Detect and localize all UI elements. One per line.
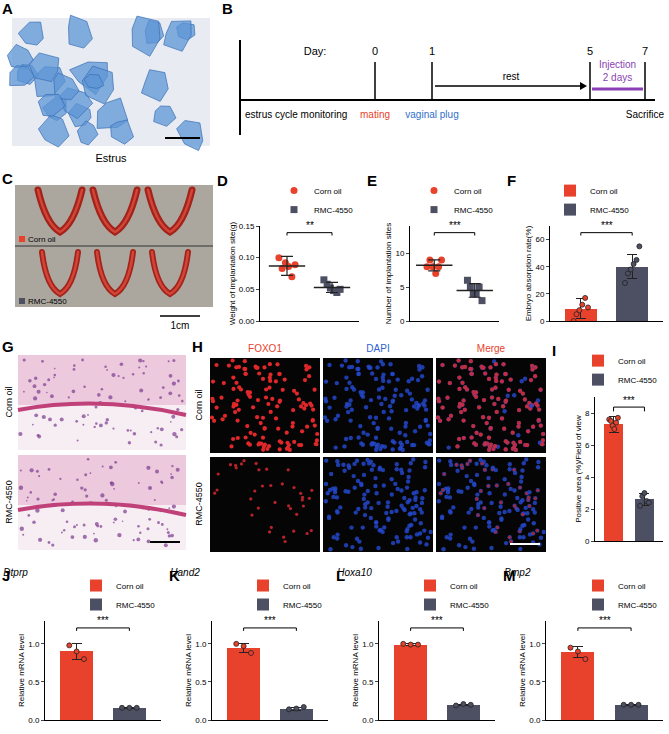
svg-text:Estrus: Estrus [95,152,127,164]
svg-text:0: 0 [585,537,590,546]
svg-text:0.10: 0.10 [239,253,255,262]
svg-text:RMC-4550: RMC-4550 [590,206,629,215]
svg-text:RMC-4550: RMC-4550 [618,376,657,385]
svg-text:Relative mRNA level: Relative mRNA level [351,634,360,707]
svg-text:6: 6 [585,441,590,450]
svg-text:0: 0 [372,45,378,57]
svg-text:***: *** [601,220,613,231]
svg-text:5: 5 [587,45,593,57]
svg-text:Weight of implantation site(g): Weight of implantation site(g) [228,221,237,325]
svg-text:***: *** [431,615,443,626]
svg-text:RMC-4550: RMC-4550 [454,206,493,215]
svg-text:Corn oil: Corn oil [590,187,618,196]
svg-text:0.05: 0.05 [239,285,255,294]
svg-text:DAPI: DAPI [366,343,389,354]
svg-text:RMC-4550: RMC-4550 [283,601,322,610]
svg-text:***: *** [449,220,461,231]
svg-text:FOXO1: FOXO1 [248,343,282,354]
svg-text:2 days: 2 days [603,72,632,83]
svg-text:Relative mRNA level: Relative mRNA level [17,634,26,707]
svg-text:***: *** [97,615,109,626]
svg-text:estrus cycle monitoring: estrus cycle monitoring [245,109,347,120]
svg-text:0.15: 0.15 [239,222,255,231]
svg-text:0.0: 0.0 [529,716,541,725]
svg-text:***: *** [623,395,635,406]
svg-text:Corn oil: Corn oil [450,582,478,591]
svg-text:0.0: 0.0 [195,716,207,725]
svg-text:Corn oil: Corn oil [454,187,482,196]
svg-text:1: 1 [429,45,435,57]
svg-text:Day:: Day: [304,45,327,57]
svg-text:0.00: 0.00 [239,317,255,326]
svg-text:4: 4 [585,473,590,482]
svg-text:1cm: 1cm [171,320,190,331]
svg-text:0.0: 0.0 [28,716,40,725]
svg-text:8: 8 [585,409,590,418]
svg-text:5: 5 [400,283,405,292]
svg-text:1.0: 1.0 [362,640,374,649]
svg-text:Corn oil: Corn oil [4,386,14,417]
svg-text:Relative mRNA level: Relative mRNA level [184,634,193,707]
svg-text:Sacrifice: Sacrifice [626,109,665,120]
svg-text:**: ** [306,220,314,231]
svg-text:0: 0 [540,317,545,326]
svg-text:Injection: Injection [599,59,636,70]
svg-text:7: 7 [642,45,648,57]
svg-text:Corn oil: Corn oil [314,187,342,196]
svg-text:0.5: 0.5 [362,678,374,687]
svg-text:***: *** [264,615,276,626]
svg-text:0: 0 [400,317,405,326]
svg-text:10: 10 [395,249,404,258]
svg-text:2: 2 [585,505,590,514]
svg-text:mating: mating [360,109,390,120]
svg-text:RMC-4550: RMC-4550 [194,482,204,526]
svg-text:Corn oil: Corn oil [618,357,646,366]
svg-text:RMC-4550: RMC-4550 [618,601,657,610]
svg-text:RMC-4550: RMC-4550 [28,297,67,306]
svg-text:Corn oil: Corn oil [194,389,204,420]
svg-text:Merge: Merge [477,343,506,354]
svg-text:Corn oil: Corn oil [116,582,144,591]
svg-text:0.5: 0.5 [28,678,40,687]
svg-text:RMC-4550: RMC-4550 [450,601,489,610]
svg-text:60: 60 [535,235,544,244]
svg-text:rest: rest [503,71,520,82]
svg-text:Number of implantation sites: Number of implantation sites [384,223,393,324]
svg-text:RMC-4550: RMC-4550 [4,480,14,524]
svg-text:RMC-4550: RMC-4550 [116,601,155,610]
svg-text:0.0: 0.0 [362,716,374,725]
svg-text:Corn oil: Corn oil [283,582,311,591]
svg-text:20: 20 [535,290,544,299]
svg-text:Corn oil: Corn oil [618,582,646,591]
svg-text:40: 40 [535,263,544,272]
svg-text:RMC-4550: RMC-4550 [314,206,353,215]
svg-text:***: *** [599,615,611,626]
svg-text:0.5: 0.5 [529,678,541,687]
svg-text:0.5: 0.5 [195,678,207,687]
svg-text:1.0: 1.0 [529,640,541,649]
svg-text:Corn oil: Corn oil [28,235,56,244]
svg-text:vaginal plug: vaginal plug [405,109,458,120]
svg-text:1.0: 1.0 [195,640,207,649]
svg-text:Embryo absorption rate(%): Embryo absorption rate(%) [524,225,533,321]
svg-text:Relative mRNA level: Relative mRNA level [518,634,527,707]
svg-text:1.0: 1.0 [28,640,40,649]
svg-text:Positive area (%)/Field of vie: Positive area (%)/Field of view [574,415,583,523]
